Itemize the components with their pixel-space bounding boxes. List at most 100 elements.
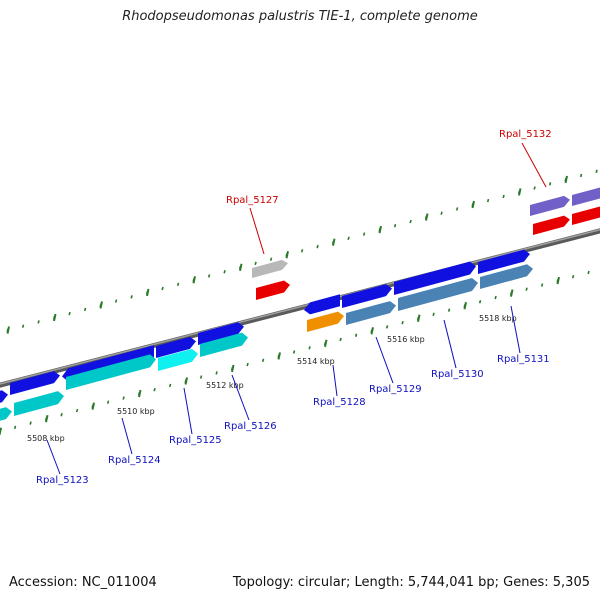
gene-arrow-5127 <box>256 280 290 300</box>
gene-arrow-c3-shape <box>66 354 156 390</box>
minor-tick <box>393 224 397 228</box>
gene-arrow-b <box>10 371 60 395</box>
minor-tick <box>153 387 156 392</box>
major-tick <box>231 364 235 373</box>
gene-name: Rpal_5124 <box>108 455 161 466</box>
gene-arrow-5125 <box>156 336 196 358</box>
gene-arrow-5130 <box>394 261 476 295</box>
minor-tick <box>440 211 443 215</box>
accession-label: Accession: NC_011004 <box>9 575 157 590</box>
labels: 5508 kbp 5510 kbp 5512 kbp 5514 kbp 5516 kbp… <box>27 129 552 486</box>
minor-tick <box>478 300 482 304</box>
major-tick <box>146 288 150 297</box>
minor-tick <box>447 308 451 312</box>
leader-line <box>231 374 250 421</box>
gene-arrow-s2-shape <box>398 278 478 311</box>
gene-arrow-c2-shape <box>14 391 64 416</box>
major-tick <box>192 276 196 284</box>
minor-tick <box>254 261 257 266</box>
backbone-highlight <box>0 228 600 385</box>
major-tick <box>53 313 57 322</box>
gene-arrow-c5-shape <box>200 332 248 357</box>
minor-tick <box>114 299 118 303</box>
gene-arrow-s2 <box>398 278 478 311</box>
genome-summary-label: Topology: circular; Length: 5,744,041 bp… <box>232 575 590 590</box>
gene-label-rpal_5124: Rpal_5124 <box>108 417 161 466</box>
leader-line <box>249 207 265 255</box>
minor-tick <box>525 287 528 291</box>
leader-line <box>332 364 338 397</box>
gene-label-rpal_5130: Rpal_5130 <box>431 319 484 380</box>
minor-tick <box>455 207 459 211</box>
minor-tick <box>215 371 218 375</box>
leader-line <box>510 305 521 354</box>
major-tick <box>184 377 188 385</box>
leader-line <box>121 417 133 455</box>
major-tick <box>471 200 475 209</box>
minor-tick <box>502 194 505 199</box>
gene-label-rpal_5126: Rpal_5126 <box>224 374 277 432</box>
minor-tick <box>540 283 544 287</box>
major-tick <box>91 402 95 410</box>
lower-tick-row <box>0 270 590 435</box>
gene-arrow-red-2-shape <box>572 206 600 225</box>
gene-features <box>0 187 600 421</box>
major-tick <box>6 326 10 334</box>
gene-label-rpal_5127: Rpal_5127 <box>226 195 279 255</box>
gene-arrow-purple-2-shape <box>572 187 600 206</box>
minor-tick <box>432 312 435 317</box>
major-tick <box>324 339 328 348</box>
gene-label-rpal_5129: Rpal_5129 <box>369 336 422 395</box>
major-tick <box>239 263 243 272</box>
minor-tick <box>579 173 583 178</box>
gene-arrow-purple-1 <box>530 195 570 216</box>
gene-arrow-5131 <box>478 249 530 274</box>
gene-arrow-5131-shape <box>478 249 530 274</box>
minor-tick <box>571 274 575 279</box>
minor-tick <box>246 362 249 367</box>
minor-tick <box>75 408 79 413</box>
minor-tick <box>130 295 133 299</box>
minor-tick <box>494 295 497 300</box>
gene-arrow-gray <box>252 259 288 278</box>
gene-name: Rpal_5132 <box>499 129 552 140</box>
gene-arrow-gray-shape <box>252 259 288 278</box>
gene-arrow-a <box>0 390 8 403</box>
gene-name: Rpal_5126 <box>224 421 277 432</box>
gene-name: Rpal_5129 <box>369 384 422 395</box>
minor-tick <box>339 337 342 342</box>
tick-marks <box>0 169 598 435</box>
gene-arrow-5132 <box>533 215 570 235</box>
minor-tick <box>261 358 265 363</box>
minor-tick <box>595 169 598 174</box>
gene-label-rpal_5125: Rpal_5125 <box>169 387 222 446</box>
gene-arrow-orange <box>307 311 344 332</box>
gene-arrow-5129 <box>342 284 392 308</box>
gene-arrow-5127-shape <box>256 280 290 300</box>
minor-tick <box>269 257 273 261</box>
leader-line <box>443 319 457 369</box>
gene-arrow-5132-shape <box>533 215 570 235</box>
gene-arrow-s1 <box>346 301 396 325</box>
minor-tick <box>168 383 172 388</box>
gene-arrow-b-shape <box>10 371 60 395</box>
major-tick <box>45 414 49 423</box>
upper-tick-row <box>6 169 598 334</box>
scale-label: 5516 kbp <box>387 335 425 344</box>
minor-tick <box>409 219 412 224</box>
gene-name: Rpal_5123 <box>36 475 89 486</box>
minor-tick <box>548 182 552 186</box>
minor-tick <box>13 425 17 430</box>
gene-arrow-a-shape <box>0 390 8 403</box>
gene-arrow-red-2 <box>572 206 600 225</box>
minor-tick <box>533 186 536 190</box>
minor-tick <box>83 307 87 312</box>
gene-arrow-s3-shape <box>480 264 533 289</box>
minor-tick <box>29 421 32 425</box>
minor-tick <box>354 333 358 337</box>
gene-arrow-c1 <box>0 407 12 421</box>
scale-label: 5512 kbp <box>206 381 244 390</box>
major-tick <box>510 289 514 297</box>
gene-label-rpal_5132: Rpal_5132 <box>499 129 552 188</box>
